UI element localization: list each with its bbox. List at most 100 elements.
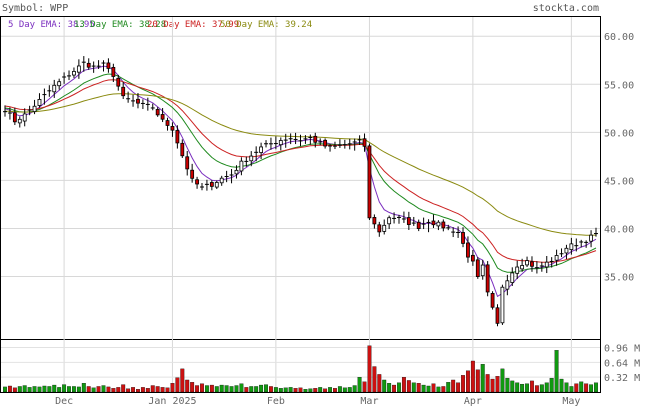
volume-bar	[62, 384, 67, 393]
candle	[436, 220, 441, 231]
candle	[303, 135, 308, 144]
volume-bar	[264, 384, 268, 393]
volume-bar	[308, 388, 313, 393]
volume-bar	[539, 384, 544, 393]
volume-bar	[401, 377, 406, 393]
candle	[278, 137, 283, 151]
candle	[86, 58, 91, 70]
candle	[234, 165, 239, 179]
candlesticks	[3, 56, 598, 327]
candle	[495, 304, 500, 327]
volume-bar	[96, 386, 101, 393]
candle	[461, 227, 465, 248]
volume-bar	[313, 388, 318, 393]
candle	[431, 214, 436, 228]
volume-bar	[101, 385, 106, 393]
volume-bar	[406, 380, 411, 393]
candle	[37, 93, 42, 108]
candle	[475, 257, 480, 279]
candle	[244, 156, 249, 167]
volume-bar	[200, 383, 204, 393]
candle	[12, 107, 17, 126]
price-panel	[0, 16, 601, 340]
candle	[52, 79, 57, 98]
legend-entry: 5 Day EMA: 38.95	[8, 20, 95, 30]
volume-bar	[259, 384, 264, 393]
volume-bar	[278, 388, 283, 393]
legend-entry: 13 Day EMA: 38.28	[74, 20, 166, 30]
candle	[259, 142, 264, 160]
candle	[47, 85, 52, 97]
candle	[397, 214, 401, 224]
candle	[17, 116, 22, 128]
candle	[510, 267, 515, 287]
volume-bar	[451, 379, 456, 393]
volume-bar	[268, 386, 273, 393]
date-tick-label: Feb	[267, 396, 285, 406]
date-tick-label: Mar	[360, 396, 378, 406]
volume-bar	[244, 387, 249, 393]
candle	[204, 179, 209, 191]
candle	[96, 60, 101, 69]
volume-bar	[47, 386, 52, 393]
candle	[318, 138, 323, 146]
candle	[131, 94, 136, 107]
volume-bar	[392, 384, 397, 393]
volume-bar	[436, 386, 441, 393]
volume-bar	[42, 385, 47, 393]
volume-bar	[180, 368, 185, 393]
candle	[490, 291, 495, 310]
volume-bar	[3, 386, 7, 393]
candle	[313, 132, 318, 148]
candle	[539, 261, 544, 272]
volume-bar	[357, 377, 362, 393]
candle	[116, 74, 121, 91]
candle	[180, 139, 185, 158]
price-tick-label: 55.00	[604, 80, 634, 91]
candle	[406, 211, 411, 230]
candle	[121, 81, 126, 100]
candle	[323, 138, 328, 149]
candle	[22, 108, 27, 127]
volume-bar	[131, 387, 135, 393]
price-tick-label: 35.00	[604, 273, 634, 284]
candle	[377, 221, 382, 237]
volume-bar	[298, 387, 303, 393]
candle	[328, 143, 333, 152]
volume-bar	[318, 387, 323, 393]
price-tick-label: 50.00	[604, 128, 634, 139]
volume-bar	[352, 385, 357, 393]
volume-bar	[579, 381, 584, 393]
candle	[441, 219, 446, 232]
volume-bar	[214, 386, 219, 393]
volume-bar	[584, 383, 589, 393]
candle	[111, 63, 116, 83]
volume-bar	[382, 379, 387, 393]
candle	[485, 261, 490, 297]
volume-bar	[195, 385, 200, 393]
volume-bar	[534, 385, 539, 393]
volume-bar	[549, 377, 554, 393]
candle	[564, 244, 569, 260]
volume-bar	[76, 386, 81, 393]
volume-bar	[520, 383, 525, 393]
volume-bar	[136, 389, 140, 393]
candle	[229, 168, 234, 184]
candle	[362, 133, 367, 152]
volume-bars	[3, 345, 598, 393]
candle	[584, 240, 589, 248]
candle	[136, 93, 140, 109]
candle	[372, 214, 377, 229]
volume-bar	[140, 387, 145, 393]
volume-bar	[7, 385, 12, 393]
volume-bar	[426, 385, 431, 393]
candle	[214, 180, 219, 190]
volume-bar	[323, 388, 328, 393]
candle	[170, 122, 175, 137]
date-tick-label: May	[562, 396, 580, 406]
candle	[106, 58, 111, 73]
site-label: stockta.com	[533, 3, 599, 14]
price-grid	[1, 17, 600, 392]
volume-bar	[239, 383, 244, 393]
